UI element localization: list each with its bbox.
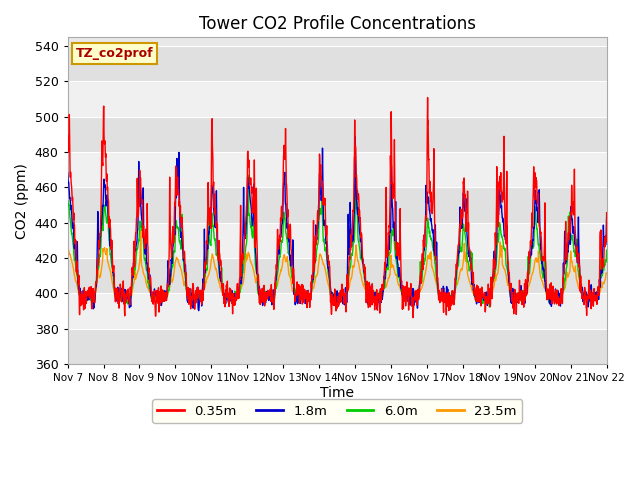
Bar: [68, 117, 607, 152]
Bar: [68, 329, 607, 364]
Y-axis label: CO2 (ppm): CO2 (ppm): [15, 163, 29, 239]
Text: TZ_co2prof: TZ_co2prof: [76, 47, 154, 60]
Bar: [68, 293, 607, 329]
Bar: [68, 188, 607, 223]
X-axis label: Time: Time: [320, 386, 354, 400]
Bar: [68, 152, 607, 188]
Bar: [68, 82, 607, 117]
Bar: [68, 223, 607, 258]
Bar: [68, 258, 607, 293]
Title: Tower CO2 Profile Concentrations: Tower CO2 Profile Concentrations: [198, 15, 476, 33]
Bar: [68, 46, 607, 82]
Legend: 0.35m, 1.8m, 6.0m, 23.5m: 0.35m, 1.8m, 6.0m, 23.5m: [152, 399, 522, 423]
